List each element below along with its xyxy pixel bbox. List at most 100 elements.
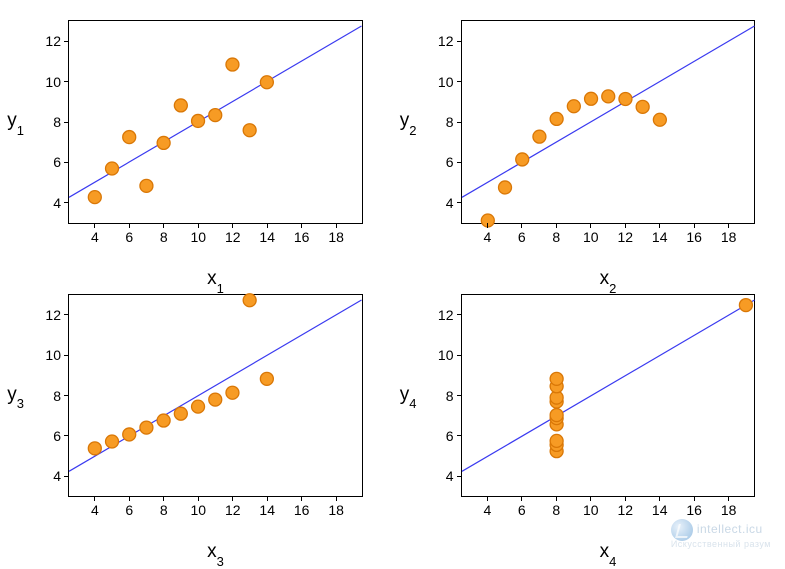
data-point	[140, 421, 153, 434]
xtick-label: 14	[259, 229, 275, 245]
data-point	[243, 124, 256, 137]
xlabel-base: x	[600, 268, 610, 289]
xtick	[521, 223, 522, 228]
panel-2-ylabel: y2	[400, 110, 417, 134]
xtick-label: 16	[294, 229, 310, 245]
xtick-label: 18	[721, 502, 737, 518]
data-point	[550, 434, 563, 447]
xtick-label: 4	[483, 502, 491, 518]
panel-4-plotbox: 46810124681012141618	[461, 294, 756, 498]
xtick-label: 18	[721, 229, 737, 245]
xtick	[163, 496, 164, 501]
xtick-label: 10	[583, 229, 599, 245]
xtick-label: 4	[483, 229, 491, 245]
xlabel-base: x	[600, 541, 610, 562]
xtick	[336, 223, 337, 228]
xtick-label: 14	[259, 502, 275, 518]
data-point	[550, 372, 563, 385]
ytick-label: 10	[438, 347, 454, 363]
xtick-label: 12	[617, 229, 633, 245]
data-point	[498, 181, 511, 194]
data-point	[243, 293, 256, 306]
data-point	[192, 400, 205, 413]
data-point	[226, 386, 239, 399]
data-point	[123, 131, 136, 144]
ytick-label: 12	[438, 33, 454, 49]
xtick	[728, 223, 729, 228]
ytick-label: 6	[53, 154, 61, 170]
xtick	[232, 223, 233, 228]
data-point	[260, 372, 273, 385]
data-point	[157, 136, 170, 149]
ytick	[64, 476, 69, 477]
data-point	[88, 441, 101, 454]
data-point	[106, 435, 119, 448]
ytick-label: 8	[53, 388, 61, 404]
data-point	[209, 109, 222, 122]
panel-4-xlabel: x4	[600, 541, 617, 565]
xtick	[487, 223, 488, 228]
ytick-label: 4	[53, 195, 61, 211]
ytick-label: 10	[45, 74, 61, 90]
xtick-label: 16	[686, 229, 702, 245]
xtick	[556, 223, 557, 228]
panel-3-svg	[69, 295, 362, 497]
xtick	[94, 496, 95, 501]
xtick-label: 10	[190, 502, 206, 518]
xtick	[129, 223, 130, 228]
xtick-label: 14	[652, 502, 668, 518]
ylabel-sub: 4	[409, 396, 416, 411]
ytick-label: 4	[53, 468, 61, 484]
ytick	[64, 81, 69, 82]
data-point	[532, 130, 545, 143]
xtick-label: 16	[294, 502, 310, 518]
data-point	[140, 179, 153, 192]
data-point	[123, 427, 136, 440]
ytick-label: 8	[446, 114, 454, 130]
ytick-label: 4	[446, 468, 454, 484]
data-point	[567, 100, 580, 113]
xtick	[267, 223, 268, 228]
ytick-label: 12	[45, 307, 61, 323]
xtick-label: 4	[91, 502, 99, 518]
ytick	[457, 395, 462, 396]
ytick-label: 10	[45, 347, 61, 363]
panel-3: y3 46810124681012141618 x3	[30, 294, 363, 528]
xtick-label: 6	[125, 229, 133, 245]
xtick	[556, 496, 557, 501]
data-point	[550, 408, 563, 421]
panel-1: y1 46810124681012141618 x1	[30, 20, 363, 254]
ylabel-sub: 1	[17, 123, 24, 138]
ytick-label: 4	[446, 195, 454, 211]
data-point	[174, 99, 187, 112]
data-point	[157, 414, 170, 427]
data-point	[739, 298, 752, 311]
panel-1-svg	[69, 21, 362, 223]
ytick-label: 12	[438, 307, 454, 323]
xtick-label: 12	[225, 229, 241, 245]
xtick-label: 8	[160, 229, 168, 245]
xtick	[590, 223, 591, 228]
data-point	[226, 58, 239, 71]
ytick	[457, 41, 462, 42]
panel-4: y4 46810124681012141618 x4	[423, 294, 756, 528]
ytick	[64, 314, 69, 315]
ytick	[457, 81, 462, 82]
panel-3-xlabel: x3	[207, 541, 224, 565]
ytick	[457, 122, 462, 123]
data-point	[601, 90, 614, 103]
panel-2-plotbox: 46810124681012141618	[461, 20, 756, 224]
panel-1-plotbox: 46810124681012141618	[68, 20, 363, 224]
data-point	[550, 112, 563, 125]
xtick-label: 12	[617, 502, 633, 518]
ytick-label: 6	[446, 154, 454, 170]
data-point	[88, 191, 101, 204]
ytick	[64, 122, 69, 123]
xtick	[198, 223, 199, 228]
panel-4-ylabel: y4	[400, 384, 417, 408]
panel-1-xlabel: x1	[207, 268, 224, 292]
ytick	[457, 314, 462, 315]
xtick-label: 18	[328, 229, 344, 245]
xlabel-sub: 4	[609, 554, 616, 569]
panel-1-ylabel: y1	[7, 110, 24, 134]
